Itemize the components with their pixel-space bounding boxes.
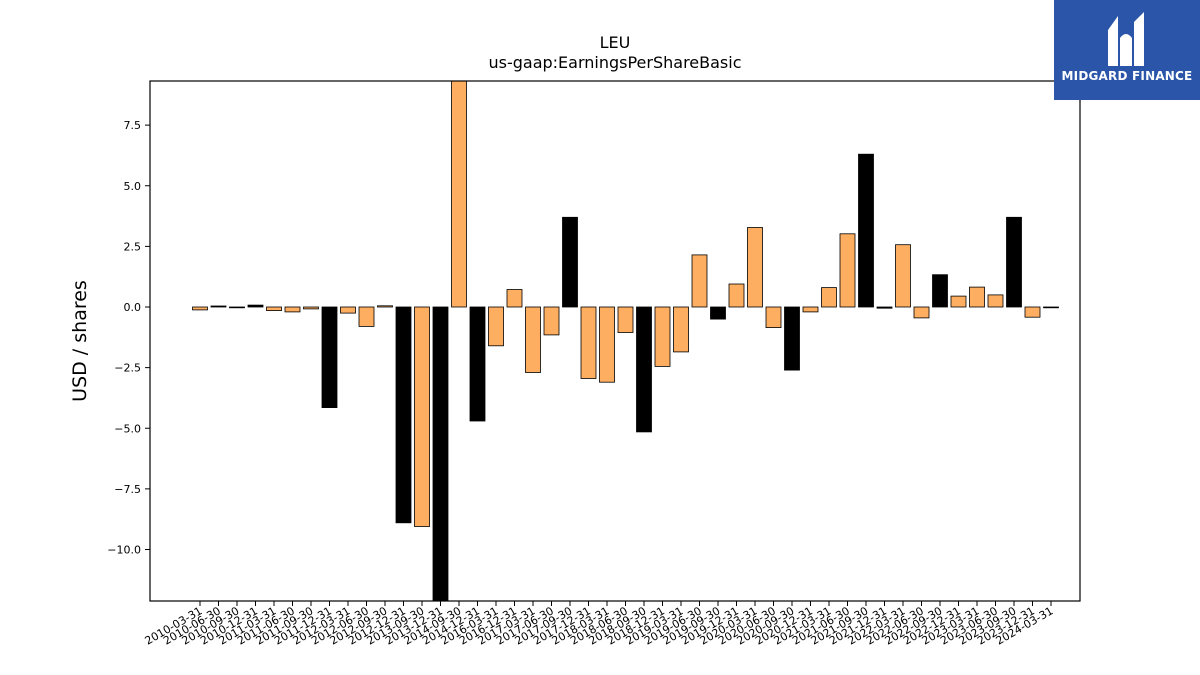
bar — [340, 306, 356, 314]
bar — [1006, 216, 1022, 308]
bar — [710, 306, 726, 320]
bar — [691, 254, 708, 308]
chart-subtitle: us-gaap:EarningsPerShareBasic — [488, 53, 741, 72]
y-tick-label: 0.0 — [124, 301, 142, 314]
bar — [599, 306, 615, 383]
brand-logo: MIDGARD FINANCE — [1054, 0, 1200, 100]
bar — [932, 274, 948, 308]
y-tick-label: −2.5 — [114, 362, 141, 375]
y-tick-label: 5.0 — [124, 180, 142, 193]
bar — [266, 306, 282, 311]
y-tick-label: 7.5 — [124, 119, 142, 132]
bar — [192, 306, 208, 311]
y-axis: 7.5 5.0 2.5 0.0 −2.5 −5.0 −7.5 −10.0 — [107, 119, 150, 557]
bar — [765, 306, 782, 329]
bar — [858, 153, 874, 308]
chart-title: LEU — [600, 33, 631, 52]
brand-name: MIDGARD FINANCE — [1061, 69, 1193, 83]
bar — [1043, 306, 1059, 309]
y-tick-label: −7.5 — [114, 483, 141, 496]
bar — [451, 80, 467, 308]
bar — [1024, 306, 1041, 318]
bar — [802, 306, 819, 313]
bar — [414, 306, 430, 527]
bar — [395, 306, 412, 524]
bar — [821, 287, 837, 308]
bar — [377, 305, 393, 308]
bar — [284, 306, 301, 313]
bar — [876, 306, 893, 309]
bar — [562, 216, 578, 308]
bar — [247, 304, 264, 308]
bars-group — [192, 80, 1059, 601]
bar — [506, 289, 523, 308]
y-tick-label: −5.0 — [114, 422, 141, 435]
bar — [469, 306, 486, 422]
bar — [654, 306, 671, 367]
bar — [839, 233, 856, 308]
bar — [303, 306, 319, 310]
bar — [488, 306, 504, 347]
bar — [210, 305, 227, 308]
y-tick-label: 2.5 — [124, 240, 142, 253]
bar — [543, 306, 560, 336]
bar — [580, 306, 597, 379]
bar — [747, 227, 763, 308]
bar — [321, 306, 338, 408]
bar — [950, 295, 967, 308]
bar — [987, 294, 1004, 308]
bar — [969, 286, 985, 308]
bar — [358, 306, 375, 327]
bar — [913, 306, 930, 319]
bar — [617, 306, 634, 333]
bar — [728, 283, 745, 308]
bar — [432, 306, 449, 601]
bar — [229, 306, 245, 309]
midgard-logo-icon — [1108, 12, 1144, 66]
bar — [895, 244, 911, 308]
y-tick-label: −10.0 — [107, 544, 141, 557]
y-axis-label: USD / shares — [69, 280, 91, 402]
x-axis: 2010-03-312010-06-302010-09-302010-12-31… — [143, 601, 1056, 648]
bar — [673, 306, 689, 353]
plot-frame — [149, 80, 1081, 602]
bar — [525, 306, 541, 373]
bar — [784, 306, 800, 371]
bar — [636, 306, 652, 433]
